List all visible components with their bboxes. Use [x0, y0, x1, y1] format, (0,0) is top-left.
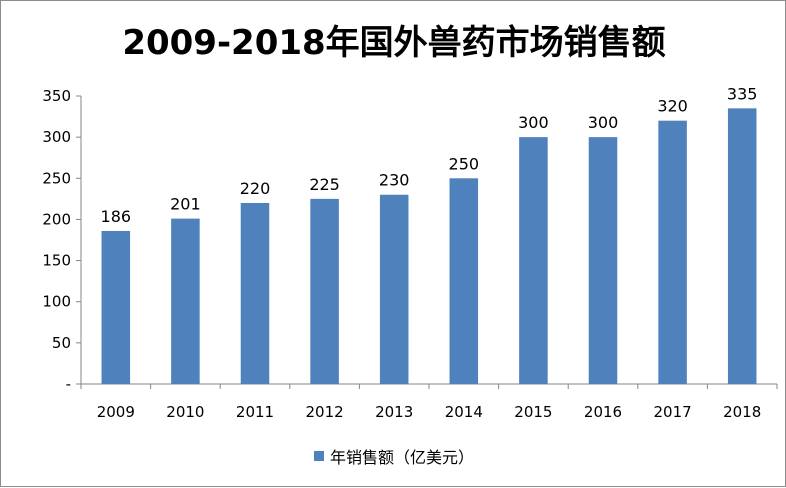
data-label: 220 — [240, 179, 271, 198]
bar — [727, 108, 757, 384]
bar — [240, 202, 270, 384]
y-tick-label: 300 — [42, 128, 71, 146]
data-label: 335 — [727, 84, 758, 103]
x-tick-label: 2017 — [654, 403, 692, 421]
data-label: 230 — [379, 171, 410, 190]
bar — [658, 120, 687, 384]
y-tick-label: 250 — [42, 169, 71, 187]
bar — [588, 137, 618, 384]
data-label: 250 — [449, 154, 480, 173]
y-tick-label: 150 — [42, 252, 71, 270]
bar — [379, 194, 409, 384]
data-label: 201 — [170, 195, 201, 214]
x-tick-label: 2014 — [445, 403, 483, 421]
bar — [101, 230, 131, 384]
x-tick-label: 2012 — [306, 403, 344, 421]
legend-label: 年销售额（亿美元） — [329, 448, 474, 467]
x-tick-label: 2018 — [723, 403, 761, 421]
x-tick-label: 2013 — [375, 403, 413, 421]
x-tick-label: 2016 — [584, 403, 622, 421]
y-tick-label: 50 — [52, 334, 71, 352]
y-tick-label: 200 — [42, 210, 71, 228]
y-axis: - 50 100 150 200 250 300 350 — [42, 87, 82, 393]
x-tick-label: 2010 — [166, 403, 204, 421]
x-axis: 2009 2010 2011 2012 2013 2014 2015 2016 2017 2018 — [80, 383, 778, 421]
y-tick-label: 350 — [42, 87, 71, 105]
bar — [449, 178, 479, 384]
data-label: 300 — [518, 113, 549, 132]
data-label: 186 — [101, 207, 132, 226]
data-labels: 186 201 220 225 230 250 300 300 320 335 — [101, 84, 758, 226]
x-tick-label: 2015 — [514, 403, 552, 421]
data-label: 320 — [657, 97, 688, 116]
y-tick-label: 100 — [42, 293, 71, 311]
legend-swatch — [313, 451, 324, 461]
bars — [101, 108, 757, 384]
bar — [310, 198, 339, 384]
bar — [171, 218, 200, 384]
x-tick-label: 2009 — [97, 403, 135, 421]
data-label: 300 — [588, 113, 619, 132]
legend: 年销售额（亿美元） — [1, 444, 786, 468]
x-tick-label: 2011 — [236, 403, 274, 421]
data-label: 225 — [309, 175, 340, 194]
chart-title: 2009-2018年国外兽药市场销售额 — [122, 23, 666, 63]
bar — [519, 137, 548, 384]
y-tick-label: - — [66, 375, 71, 393]
